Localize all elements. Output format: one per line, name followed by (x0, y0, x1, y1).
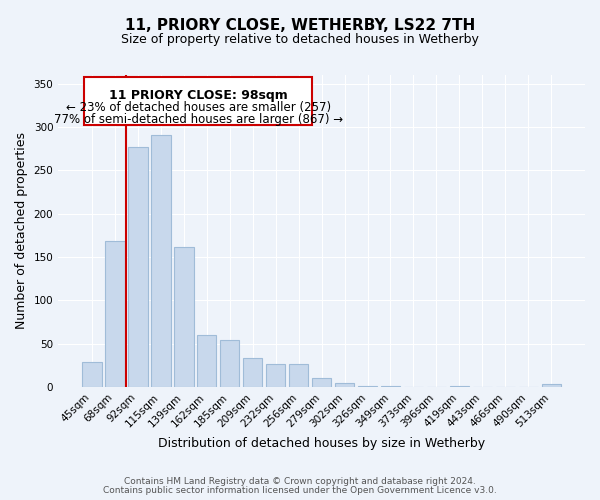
Bar (449, 386, 469, 387)
Bar (82, 362, 101, 387)
Bar (174, 246, 194, 387)
Bar (289, 364, 308, 387)
Bar (220, 340, 239, 387)
Bar (105, 242, 125, 387)
Text: 11, PRIORY CLOSE, WETHERBY, LS22 7TH: 11, PRIORY CLOSE, WETHERBY, LS22 7TH (125, 18, 475, 32)
Text: 11 PRIORY CLOSE: 98sqm: 11 PRIORY CLOSE: 98sqm (109, 89, 287, 102)
Bar (151, 135, 170, 387)
Text: Contains public sector information licensed under the Open Government Licence v3: Contains public sector information licen… (103, 486, 497, 495)
Text: 77% of semi-detached houses are larger (867) →: 77% of semi-detached houses are larger (… (53, 113, 343, 126)
Bar (128, 147, 148, 387)
Bar (381, 386, 400, 387)
Bar (197, 335, 217, 387)
Bar (542, 384, 561, 387)
FancyBboxPatch shape (84, 76, 313, 126)
Text: ← 23% of detached houses are smaller (257): ← 23% of detached houses are smaller (25… (65, 101, 331, 114)
X-axis label: Distribution of detached houses by size in Wetherby: Distribution of detached houses by size … (158, 437, 485, 450)
Text: Size of property relative to detached houses in Wetherby: Size of property relative to detached ho… (121, 32, 479, 46)
Bar (335, 382, 355, 387)
Text: Contains HM Land Registry data © Crown copyright and database right 2024.: Contains HM Land Registry data © Crown c… (124, 477, 476, 486)
Bar (266, 364, 286, 387)
Bar (358, 386, 377, 387)
Bar (243, 358, 262, 387)
Bar (312, 378, 331, 387)
Y-axis label: Number of detached properties: Number of detached properties (15, 132, 28, 330)
